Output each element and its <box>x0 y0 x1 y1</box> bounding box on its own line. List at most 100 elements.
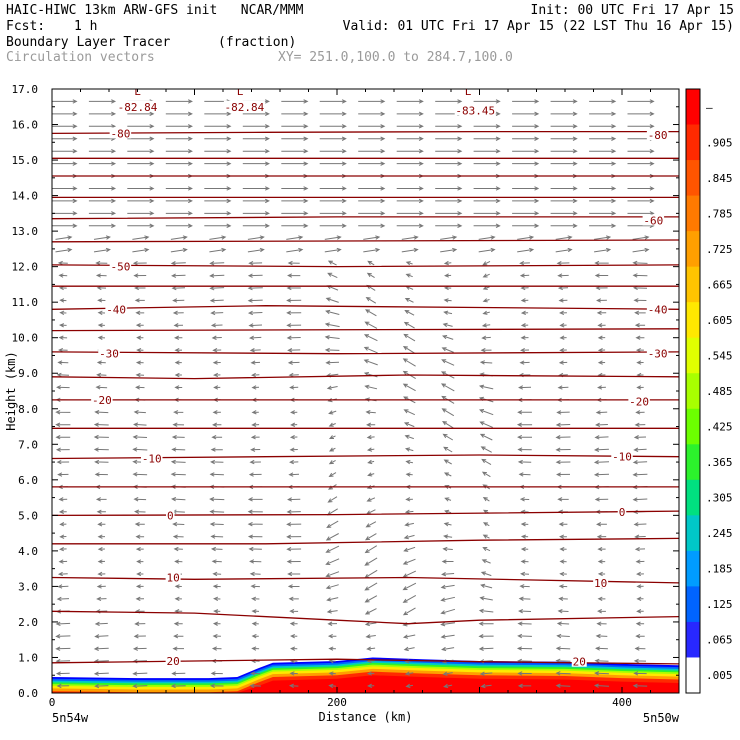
vector-arrow <box>402 358 416 367</box>
vector-arrow <box>520 323 529 328</box>
isotherm-contour-20 <box>52 658 679 665</box>
vector-arrow <box>550 136 578 141</box>
vector-arrow <box>556 410 570 415</box>
vector-arrow <box>55 235 73 240</box>
vector-arrow <box>133 497 147 502</box>
vector-arrow <box>365 296 377 304</box>
contour-label: -80 <box>110 127 130 140</box>
vector-arrow <box>366 272 375 279</box>
vector-arrow <box>443 683 453 689</box>
contour-label: -82.84 <box>225 101 265 114</box>
vector-arrow <box>127 186 155 191</box>
vector-arrow <box>96 596 107 602</box>
vector-arrow <box>555 422 571 428</box>
colorbar-label: .425 <box>706 421 733 434</box>
vector-arrow <box>594 658 609 664</box>
vector-arrow <box>288 372 299 378</box>
x-axis-label: Distance (km) <box>319 710 413 724</box>
vector-arrow <box>93 235 111 240</box>
isotherm-contour-19 <box>52 610 679 625</box>
vector-arrow <box>97 335 106 340</box>
vector-arrow <box>97 559 106 564</box>
vector-arrow <box>281 186 309 191</box>
vector-arrow <box>403 546 416 552</box>
colorbar-label: .905 <box>706 136 733 149</box>
vector-arrow <box>209 683 224 689</box>
isotherm-contour-0 <box>52 130 679 135</box>
vector-arrow <box>242 198 270 204</box>
vector-arrow <box>403 534 415 540</box>
vector-arrow <box>479 409 494 416</box>
vector-arrow <box>479 433 493 441</box>
vector-arrow <box>319 99 347 104</box>
vector-arrow <box>165 186 193 191</box>
vector-arrow <box>249 459 261 465</box>
vector-arrow <box>132 472 148 477</box>
colorbar-swatch <box>686 266 700 303</box>
vector-arrow <box>559 323 567 328</box>
vector-arrow <box>135 385 145 390</box>
vector-arrow <box>174 559 183 564</box>
vector-arrow <box>473 186 501 191</box>
vector-arrow <box>442 546 453 552</box>
vector-arrow <box>364 569 378 579</box>
vector-arrow <box>435 223 463 228</box>
vector-arrow <box>473 136 501 141</box>
vector-arrow <box>326 609 338 614</box>
vector-arrow <box>210 546 223 552</box>
vector-arrow <box>251 609 260 614</box>
vector-arrow <box>127 211 155 216</box>
vector-arrow <box>555 235 573 240</box>
contour-label-bg <box>166 509 175 521</box>
vector-arrow <box>519 584 530 589</box>
vector-arrow <box>440 235 458 240</box>
vector-arrow <box>518 596 531 601</box>
vector-arrow <box>481 471 491 478</box>
vector-arrow <box>367 459 375 465</box>
vector-arrow <box>589 161 617 166</box>
vector-arrow <box>59 323 67 328</box>
vector-arrow <box>482 273 490 278</box>
vector-arrow <box>132 434 148 440</box>
vector-arrow <box>325 571 340 578</box>
vector-arrow <box>289 459 299 465</box>
vector-arrow <box>56 459 70 465</box>
vector-arrow <box>96 372 107 378</box>
vector-arrow <box>250 447 261 452</box>
colorbar-swatch <box>686 479 700 516</box>
vector-arrow <box>249 348 261 353</box>
vector-arrow <box>325 360 340 365</box>
vector-arrow <box>595 646 608 651</box>
vector-arrow <box>442 671 453 676</box>
vector-arrow <box>135 584 144 589</box>
vector-arrow <box>325 309 340 315</box>
vector-arrow <box>328 435 336 439</box>
vector-arrow <box>364 545 378 554</box>
y-tick-label: 10.0 <box>12 332 39 345</box>
contour-label-bg <box>593 576 609 588</box>
vector-arrow <box>365 309 377 317</box>
vector-arrow <box>634 422 646 427</box>
vector-arrow <box>281 198 309 204</box>
vector-arrow <box>443 472 452 477</box>
vector-arrow <box>324 347 340 353</box>
vector-arrow <box>364 621 377 627</box>
vector-arrow <box>627 186 655 191</box>
vector-arrow <box>482 298 490 303</box>
vector-arrow <box>327 621 338 626</box>
vector-arrow <box>209 235 227 240</box>
vector-arrow <box>56 372 70 378</box>
vector-arrow <box>251 422 260 427</box>
vector-arrow <box>247 273 263 278</box>
vector-arrow <box>52 186 78 191</box>
vector-arrow <box>286 310 302 316</box>
vector-arrow <box>328 472 337 477</box>
vector-arrow <box>473 99 501 104</box>
vector-arrow <box>242 223 270 228</box>
vector-arrow <box>170 235 188 240</box>
vector-arrow <box>94 634 109 639</box>
colorbar-label: .365 <box>706 456 733 469</box>
vector-arrow <box>364 595 378 603</box>
vector-arrow <box>632 247 650 253</box>
vector-arrow <box>396 148 424 154</box>
